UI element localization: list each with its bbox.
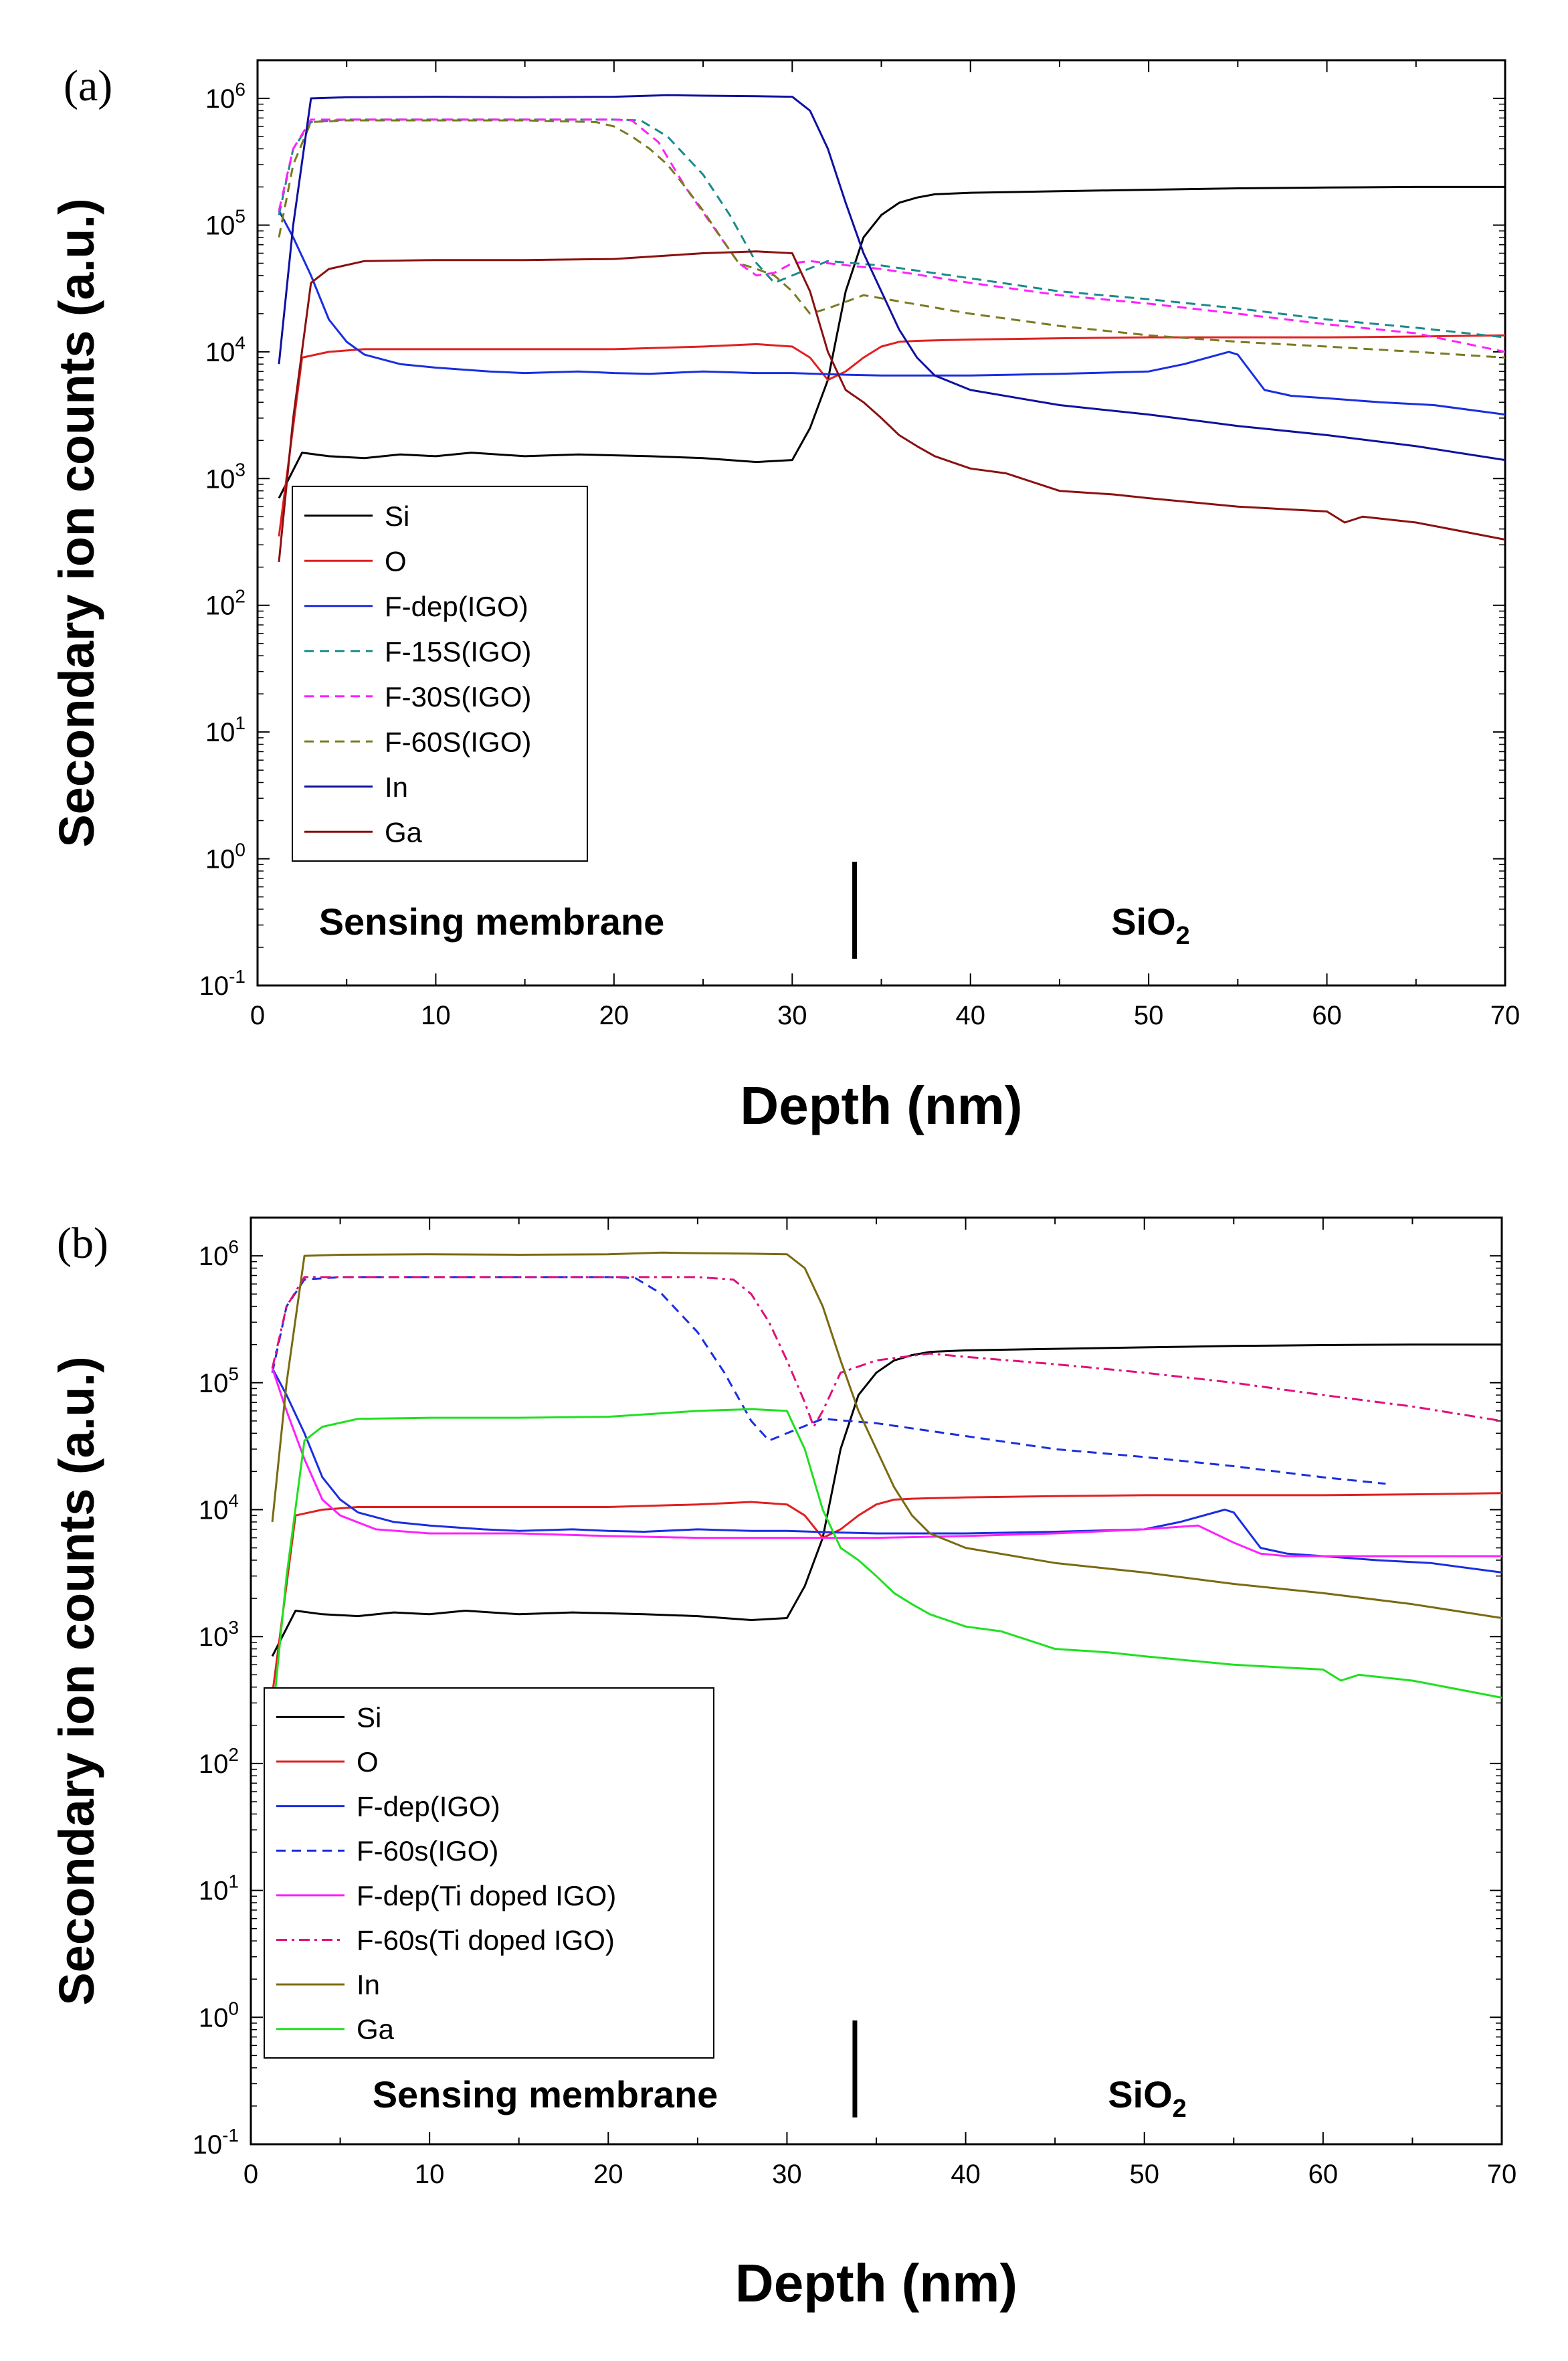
x-tick-label: 10 <box>415 2160 445 2189</box>
legend-label: In <box>357 1969 380 2000</box>
legend-label: F-60s(IGO) <box>357 1835 498 1867</box>
series-line-si <box>271 1343 1502 1657</box>
x-tick-label: 0 <box>243 2160 258 2189</box>
panel-label: (a) <box>64 62 112 110</box>
x-tick-label: 30 <box>772 2160 802 2189</box>
series-line-f-30s-igo- <box>278 118 1505 353</box>
legend-label: In <box>385 771 408 803</box>
y-tick-label: 101 <box>199 1871 239 1906</box>
series-line-ga <box>278 250 1505 563</box>
legend-label: F-dep(Ti doped IGO) <box>357 1880 616 1911</box>
y-tick-label: 10-1 <box>199 966 246 1001</box>
legend-label: Ga <box>385 816 423 848</box>
legend-label: F-60S(IGO) <box>385 726 531 757</box>
x-tick-label: 40 <box>951 2160 981 2189</box>
x-tick-label: 50 <box>1134 1001 1164 1030</box>
y-tick-label: 105 <box>205 205 246 240</box>
legend-label: F-15S(IGO) <box>385 636 531 667</box>
series-line-f-dep-ti-doped-igo- <box>271 1367 1502 1557</box>
series-line-o <box>271 1492 1502 1695</box>
x-tick-label: 30 <box>777 1001 807 1030</box>
y-tick-label: 102 <box>199 1744 239 1779</box>
legend-label: F-30S(IGO) <box>385 681 531 713</box>
y-tick-label: 105 <box>199 1363 239 1398</box>
y-tick-label: 100 <box>199 1998 239 2033</box>
plot-frame <box>256 59 1506 987</box>
series-line-in <box>271 1251 1502 1619</box>
series-line-f-60s-igo- <box>278 119 1505 359</box>
series-line-ga <box>271 1408 1502 1721</box>
region-label-sio2: SiO2 <box>1111 901 1190 950</box>
y-tick-label: 104 <box>205 333 246 367</box>
y-tick-label: 102 <box>205 586 246 621</box>
x-tick-label: 40 <box>955 1001 985 1030</box>
x-axis-title: Depth (nm) <box>740 1076 1022 1135</box>
chart-panel-b: 0 10 20 30 40 50 60 70 10-1 100 101 102 103 104 105 106… <box>49 1216 1517 2313</box>
series-group <box>278 94 1505 563</box>
series-line-f-dep-igo- <box>271 1367 1502 1574</box>
legend-label: Ga <box>357 2014 395 2045</box>
legend: Si O F-dep(IGO) F-15S(IGO) F-30S(IGO) F-60S(I… <box>292 486 588 862</box>
y-tick-label: 103 <box>205 459 246 494</box>
plot-frame <box>250 1216 1503 2146</box>
x-tick-label: 0 <box>250 1001 265 1030</box>
legend: Si O F-dep(IGO) F-60s(IGO) F-dep(Ti doped IG… <box>264 1687 714 2059</box>
x-tick-label: 70 <box>1490 1001 1521 1030</box>
x-axis-title: Depth (nm) <box>735 2253 1017 2313</box>
x-tick-label: 20 <box>593 2160 623 2189</box>
series-line-o <box>278 334 1505 537</box>
series-line-f-60s-igo- <box>271 1276 1386 1485</box>
legend-label: F-60s(Ti doped IGO) <box>357 1924 615 1956</box>
y-axis-title: Secondary ion counts (a.u.) <box>49 198 104 847</box>
x-tick-label: 10 <box>421 1001 451 1030</box>
y-axis-title: Secondary ion counts (a.u.) <box>49 1356 104 2005</box>
region-label-membrane: Sensing membrane <box>373 2073 718 2115</box>
series-group <box>271 1251 1502 1721</box>
legend-label: O <box>357 1746 379 1778</box>
region-label-membrane: Sensing membrane <box>319 901 665 943</box>
x-tick-label: 60 <box>1312 1001 1342 1030</box>
y-tick-label: 101 <box>205 713 246 747</box>
y-tick-label: 106 <box>205 79 246 114</box>
series-line-in <box>278 94 1505 462</box>
series-line-f-60s-ti-doped-igo- <box>271 1276 1502 1428</box>
legend-box <box>264 1687 714 2059</box>
x-tick-label: 70 <box>1487 2160 1517 2189</box>
legend-label: F-dep(IGO) <box>385 591 528 622</box>
legend-label: F-dep(IGO) <box>357 1791 500 1822</box>
legend-label: Si <box>357 1701 381 1733</box>
chart-panel-a: 0 10 20 30 40 50 60 70 10-1 100 101 102 103 104 105 106… <box>49 59 1521 1135</box>
panel-label: (b) <box>57 1219 108 1268</box>
series-line-si <box>278 185 1505 499</box>
x-tick-label: 60 <box>1308 2160 1339 2189</box>
y-tick-label: 10-1 <box>193 2125 239 2160</box>
series-line-f-dep-igo- <box>278 210 1505 416</box>
x-tick-label: 20 <box>599 1001 629 1030</box>
series-line-f-15s-igo- <box>278 118 1505 339</box>
y-tick-label: 104 <box>199 1491 239 1525</box>
region-label-sio2: SiO2 <box>1108 2073 1187 2123</box>
legend-label: O <box>385 545 407 577</box>
legend-box <box>292 486 588 862</box>
y-tick-label: 106 <box>199 1236 239 1271</box>
y-tick-label: 100 <box>205 840 246 874</box>
legend-label: Si <box>385 500 409 532</box>
y-tick-label: 103 <box>199 1617 239 1652</box>
x-tick-label: 50 <box>1129 2160 1159 2189</box>
